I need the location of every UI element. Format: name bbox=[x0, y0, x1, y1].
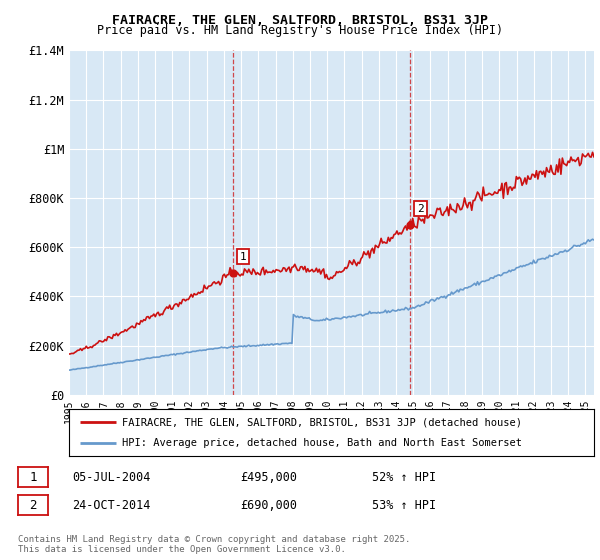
Text: 1: 1 bbox=[29, 470, 37, 484]
Text: £690,000: £690,000 bbox=[240, 498, 297, 512]
Text: FAIRACRE, THE GLEN, SALTFORD, BRISTOL, BS31 3JP (detached house): FAIRACRE, THE GLEN, SALTFORD, BRISTOL, B… bbox=[121, 417, 521, 427]
Text: Contains HM Land Registry data © Crown copyright and database right 2025.
This d: Contains HM Land Registry data © Crown c… bbox=[18, 535, 410, 554]
Text: Price paid vs. HM Land Registry's House Price Index (HPI): Price paid vs. HM Land Registry's House … bbox=[97, 24, 503, 37]
Text: 2: 2 bbox=[417, 203, 424, 213]
Text: 24-OCT-2014: 24-OCT-2014 bbox=[72, 498, 151, 512]
Text: 1: 1 bbox=[239, 251, 246, 262]
Text: 05-JUL-2004: 05-JUL-2004 bbox=[72, 470, 151, 484]
Text: HPI: Average price, detached house, Bath and North East Somerset: HPI: Average price, detached house, Bath… bbox=[121, 438, 521, 448]
Text: FAIRACRE, THE GLEN, SALTFORD, BRISTOL, BS31 3JP: FAIRACRE, THE GLEN, SALTFORD, BRISTOL, B… bbox=[112, 14, 488, 27]
Text: 2: 2 bbox=[29, 498, 37, 512]
Text: 53% ↑ HPI: 53% ↑ HPI bbox=[372, 498, 436, 512]
Text: 52% ↑ HPI: 52% ↑ HPI bbox=[372, 470, 436, 484]
Text: £495,000: £495,000 bbox=[240, 470, 297, 484]
